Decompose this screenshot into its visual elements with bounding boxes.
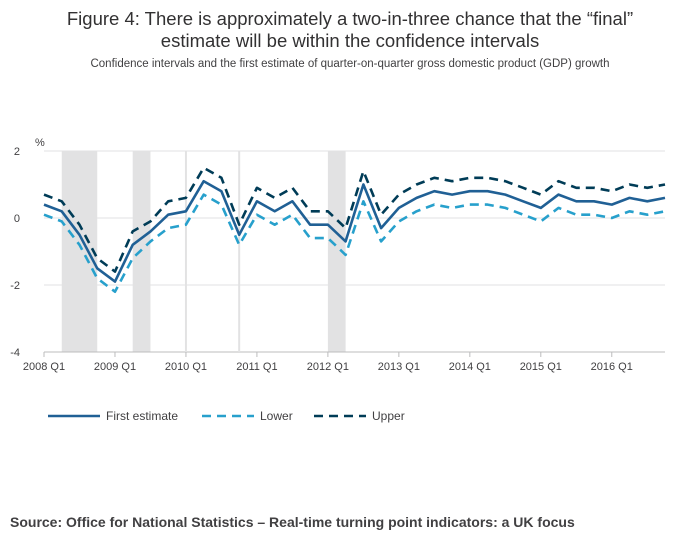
series-line-upper — [43, 166, 666, 273]
x-tick-label: 2013 Q1 — [378, 361, 420, 373]
y-tick-label: -4 — [10, 347, 20, 359]
chart-title-line-2: estimate will be within the confidence i… — [160, 30, 540, 51]
x-tick-label: 2012 Q1 — [307, 361, 349, 373]
legend-label: First estimate — [106, 409, 178, 423]
y-tick-label: 0 — [14, 213, 20, 225]
x-tick-label: 2014 Q1 — [449, 361, 491, 373]
recession-band — [61, 151, 98, 352]
x-tick-label: 2009 Q1 — [94, 361, 136, 373]
x-tick-label: 2011 Q1 — [236, 361, 277, 373]
chart-title: Figure 4: There is approximately a two-i… — [0, 8, 700, 52]
y-tick-label: 2 — [14, 146, 20, 158]
y-axis-label: % — [35, 137, 45, 149]
source-note: Source: Office for National Statistics –… — [10, 514, 575, 530]
x-tick-label: 2016 Q1 — [591, 361, 633, 373]
series-line-first-estimate — [43, 179, 666, 283]
x-tick-label: 2010 Q1 — [165, 361, 207, 373]
chart-subtitle: Confidence intervals and the first estim… — [90, 58, 610, 70]
legend-label: Upper — [372, 409, 405, 423]
x-tick-label: 2008 Q1 — [23, 361, 65, 373]
x-tick-label: 2015 Q1 — [520, 361, 562, 373]
chart-title-line-1: Figure 4: There is approximately a two-i… — [66, 8, 634, 29]
recession-band — [327, 151, 346, 352]
y-tick-label: -2 — [10, 280, 20, 292]
series-line-lower — [43, 193, 666, 294]
legend-label: Lower — [260, 409, 293, 423]
